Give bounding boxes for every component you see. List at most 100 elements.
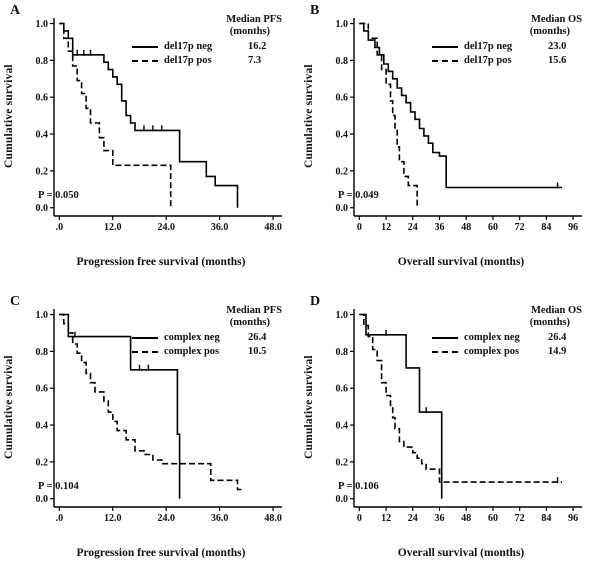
series-name: del17p neg [164,41,213,53]
svg-text:1.0: 1.0 [336,19,349,30]
svg-text:.0: .0 [56,513,64,524]
panel-b-label: B [310,3,320,18]
svg-text:0.2: 0.2 [336,166,349,177]
svg-text:96: 96 [568,513,578,524]
p-value: P = 0.050 [38,190,79,201]
series-median: 23.0 [548,41,567,53]
panel-c-legend: Median PFS (months) complex neg 26.4 com… [132,305,294,357]
legend-entry-dashed: complex pos 10.5 [132,346,294,357]
km-plot-d: 0 12 24 36 48 60 72 84 96 0.0 0.2 0.4 0.6 0.8 1.0 [336,309,582,524]
svg-text:0.8: 0.8 [36,347,49,358]
series-median: 16.2 [248,41,267,53]
svg-text:48: 48 [461,222,471,233]
panel-d-label: D [310,294,321,309]
p-value: P = 0.106 [338,481,379,492]
series-median: 15.6 [548,55,567,67]
svg-text:36.0: 36.0 [211,513,229,524]
svg-text:0.2: 0.2 [36,166,49,177]
panel-b-xlabel: Overall survival (months) [397,256,525,268]
series-name: complex pos [164,346,220,358]
series-name: complex pos [464,346,520,358]
svg-text:0.0: 0.0 [336,203,349,214]
dashed-line-sample [432,59,458,62]
legend-entry-dashed: complex pos 14.9 [432,346,594,357]
panel-b-legend: Median OS (months) del17p neg 23.0 del17… [432,14,594,66]
panel-b: B Cumulative survival 0 12 24 36 48 60 72 84 96 0… [300,0,600,291]
panel-c-xlabel: Progression free survival (months) [76,547,246,559]
series-median: 14.9 [548,346,567,358]
svg-text:84: 84 [541,222,551,233]
series-median: 7.3 [248,55,262,67]
svg-text:72: 72 [515,222,525,233]
series-name: complex neg [164,332,220,344]
series-median: 10.5 [248,346,267,358]
series-median: 26.4 [248,332,267,344]
svg-text:48.0: 48.0 [264,513,282,524]
panel-d-xlabel: Overall survival (months) [397,547,525,559]
km-plot-a: .0 12.0 24.0 36.0 48.0 0.0 0.2 0.4 0.6 0.8 1.0 [36,18,282,233]
legend-entry-solid: del17p neg 23.0 [432,41,594,52]
panel-a-legend: Median PFS (months) del17p neg 16.2 del1… [132,14,294,66]
panel-a: A Cumulative survival .0 12.0 24.0 36.0 48.0… [0,0,300,291]
panel-c-ylabel: Cumulative survival [3,355,15,459]
legend-subtitle: (months) [529,26,570,38]
svg-text:48: 48 [461,513,471,524]
svg-text:24: 24 [408,513,418,524]
panel-b-ylabel: Cumulative survival [303,64,315,168]
svg-text:0.8: 0.8 [336,347,349,358]
legend-subtitle: (months) [229,317,270,329]
solid-line-sample [132,45,158,48]
dashed-line-sample [132,59,158,62]
panel-d-legend: Median OS (months) complex neg 26.4 comp… [432,305,594,357]
svg-text:96: 96 [568,222,578,233]
svg-text:1.0: 1.0 [36,310,49,321]
svg-text:36.0: 36.0 [211,222,229,233]
svg-text:0: 0 [357,513,362,524]
dashed-line-sample [132,350,158,353]
svg-text:0.0: 0.0 [336,494,349,505]
svg-text:0: 0 [357,222,362,233]
svg-text:0.4: 0.4 [336,130,349,141]
series-median: 26.4 [548,332,567,344]
series-name: del17p pos [464,55,512,67]
legend-title: Median PFS [226,305,282,316]
svg-text:0.2: 0.2 [36,457,49,468]
svg-text:0.4: 0.4 [36,421,49,432]
svg-text:12.0: 12.0 [104,222,122,233]
legend-title: Median PFS [226,14,282,25]
series-name: del17p pos [164,55,212,67]
solid-line-sample [432,336,458,339]
svg-text:36: 36 [435,222,445,233]
legend-subtitle: (months) [229,26,270,38]
svg-text:60: 60 [488,222,498,233]
svg-text:48.0: 48.0 [264,222,282,233]
svg-text:24: 24 [408,222,418,233]
legend-entry-solid: del17p neg 16.2 [132,41,294,52]
svg-text:60: 60 [488,513,498,524]
legend-title: Median OS [530,14,582,25]
p-value: P = 0.104 [38,481,79,492]
svg-text:0.6: 0.6 [36,384,49,395]
svg-text:0.6: 0.6 [336,384,349,395]
svg-text:36: 36 [435,513,445,524]
panel-d-ylabel: Cumulative survival [303,355,315,459]
legend-entry-solid: complex neg 26.4 [132,332,294,343]
svg-text:24.0: 24.0 [157,513,175,524]
svg-text:84: 84 [541,513,551,524]
series-name: del17p neg [464,41,513,53]
svg-text:72: 72 [515,513,525,524]
svg-text:0.2: 0.2 [336,457,349,468]
solid-line-sample [132,336,158,339]
legend-entry-dashed: del17p pos 15.6 [432,55,594,66]
dashed-line-sample [432,350,458,353]
panel-a-label: A [10,3,21,18]
svg-text:0.4: 0.4 [36,130,49,141]
svg-text:12: 12 [381,513,391,524]
svg-text:24.0: 24.0 [157,222,175,233]
svg-text:12.0: 12.0 [104,513,122,524]
svg-text:0.6: 0.6 [36,93,49,104]
legend-title: Median OS [530,305,582,316]
km-plot-c: .0 12.0 24.0 36.0 48.0 0.0 0.2 0.4 0.6 0.8 1.0 [36,309,282,524]
p-value: P = 0.049 [338,190,379,201]
